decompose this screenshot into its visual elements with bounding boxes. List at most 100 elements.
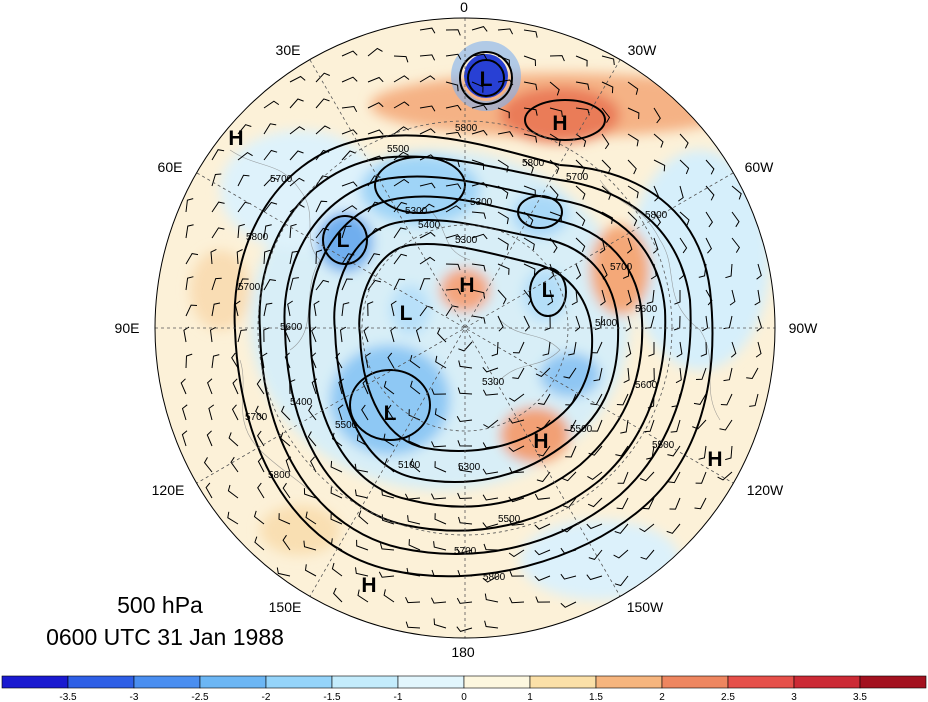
wind-barb — [482, 366, 499, 373]
colorbar-swatch — [397, 675, 465, 689]
wind-barb — [586, 523, 603, 530]
wind-barb — [471, 159, 485, 170]
wind-barb — [705, 185, 715, 201]
colorbar-swatch — [595, 675, 663, 689]
wind-barb — [508, 496, 525, 503]
wind-barb — [536, 471, 551, 483]
wind-barbs — [180, 26, 763, 632]
wind-barb — [536, 419, 551, 430]
low-center-marker: L — [337, 229, 350, 252]
wind-barb — [497, 107, 510, 119]
wind-barb — [434, 513, 447, 525]
wind-barb — [419, 27, 436, 34]
wind-barb — [549, 185, 559, 201]
wind-barb — [675, 367, 682, 384]
wind-barb — [387, 352, 395, 369]
wind-barb — [232, 378, 239, 395]
longitude-labels: 0 30W 60W 90W 120W 150W 180 150E 120E 90… — [115, 0, 819, 660]
wind-barb — [308, 405, 317, 421]
wind-barb — [483, 543, 499, 551]
pressure-centers: L H H L H L L L H H H — [228, 68, 722, 597]
wind-barb — [341, 278, 353, 291]
wind-barb — [263, 149, 278, 161]
wind-barb — [616, 393, 629, 406]
wind-barb — [565, 445, 577, 458]
wind-barb — [333, 587, 343, 603]
wind-barb — [338, 378, 345, 395]
wind-barb — [640, 471, 655, 482]
wind-barb — [237, 329, 248, 343]
wind-barb — [497, 159, 509, 173]
wind-barb — [285, 456, 292, 473]
wind-barb — [534, 575, 551, 582]
wind-barb — [615, 445, 629, 457]
wind-barb — [405, 596, 421, 604]
wind-barb — [367, 228, 382, 239]
wind-barb — [671, 393, 681, 408]
wind-barb — [614, 575, 629, 587]
wind-barb — [263, 123, 277, 135]
wind-barb — [276, 567, 291, 577]
wind-barb — [575, 211, 586, 226]
wind-barb — [445, 104, 462, 111]
wind-barb — [231, 404, 239, 421]
wind-barb — [263, 279, 276, 291]
wind-barb — [430, 493, 447, 500]
wind-barb — [356, 434, 369, 447]
wind-barb — [471, 129, 488, 136]
wind-barb — [666, 523, 681, 534]
wind-barb — [263, 100, 280, 109]
wind-barb — [358, 510, 369, 525]
wind-barb — [211, 302, 221, 317]
wind-barb — [537, 445, 551, 457]
wind-barb — [367, 301, 374, 317]
wind-barb — [337, 404, 344, 421]
wind-barb — [185, 253, 199, 265]
wind-barb — [653, 107, 661, 124]
map-disc — [155, 18, 775, 638]
wind-barb — [310, 456, 317, 473]
wind-barb — [625, 341, 632, 358]
wind-barb — [523, 315, 530, 332]
colorbar-swatch — [793, 675, 861, 689]
wind-barb — [315, 249, 323, 265]
wind-barb — [695, 367, 707, 380]
wind-barb — [408, 435, 421, 447]
wind-barb — [601, 263, 608, 280]
wind-barb — [523, 133, 538, 143]
wind-barb — [587, 471, 603, 481]
wind-barb — [209, 326, 217, 343]
wind-barb — [456, 626, 473, 632]
wind-barb — [263, 201, 278, 213]
wind-barb — [586, 574, 603, 581]
wind-barb — [549, 211, 562, 223]
wind-barb — [679, 159, 690, 175]
colorbar-tick-label: 3.5 — [853, 692, 867, 702]
wind-barb — [497, 263, 510, 275]
wind-barb — [431, 569, 447, 577]
wind-barb — [560, 573, 577, 580]
wind-barb — [231, 352, 239, 369]
wind-barb — [237, 151, 253, 161]
wind-barb — [523, 107, 538, 116]
wind-barb — [601, 159, 611, 175]
wind-barb — [601, 107, 611, 123]
wind-barb — [482, 389, 499, 396]
wind-barb — [263, 249, 271, 265]
contour-label: 5500 — [335, 420, 358, 431]
wind-barb — [653, 133, 664, 148]
wind-barb — [356, 539, 369, 551]
colorbar-swatch — [727, 675, 795, 689]
wind-barb — [471, 26, 488, 32]
wind-barb — [644, 419, 655, 433]
lon-label-90e: 90E — [115, 320, 140, 336]
wind-barb — [404, 493, 421, 500]
wind-barb — [304, 564, 317, 577]
colorbar-tick-label: -2 — [262, 692, 271, 702]
wind-barb — [564, 419, 577, 432]
wind-barb — [367, 155, 384, 162]
wind-barb — [257, 482, 265, 499]
high-center-marker: H — [533, 430, 548, 453]
wind-barb — [549, 55, 565, 62]
